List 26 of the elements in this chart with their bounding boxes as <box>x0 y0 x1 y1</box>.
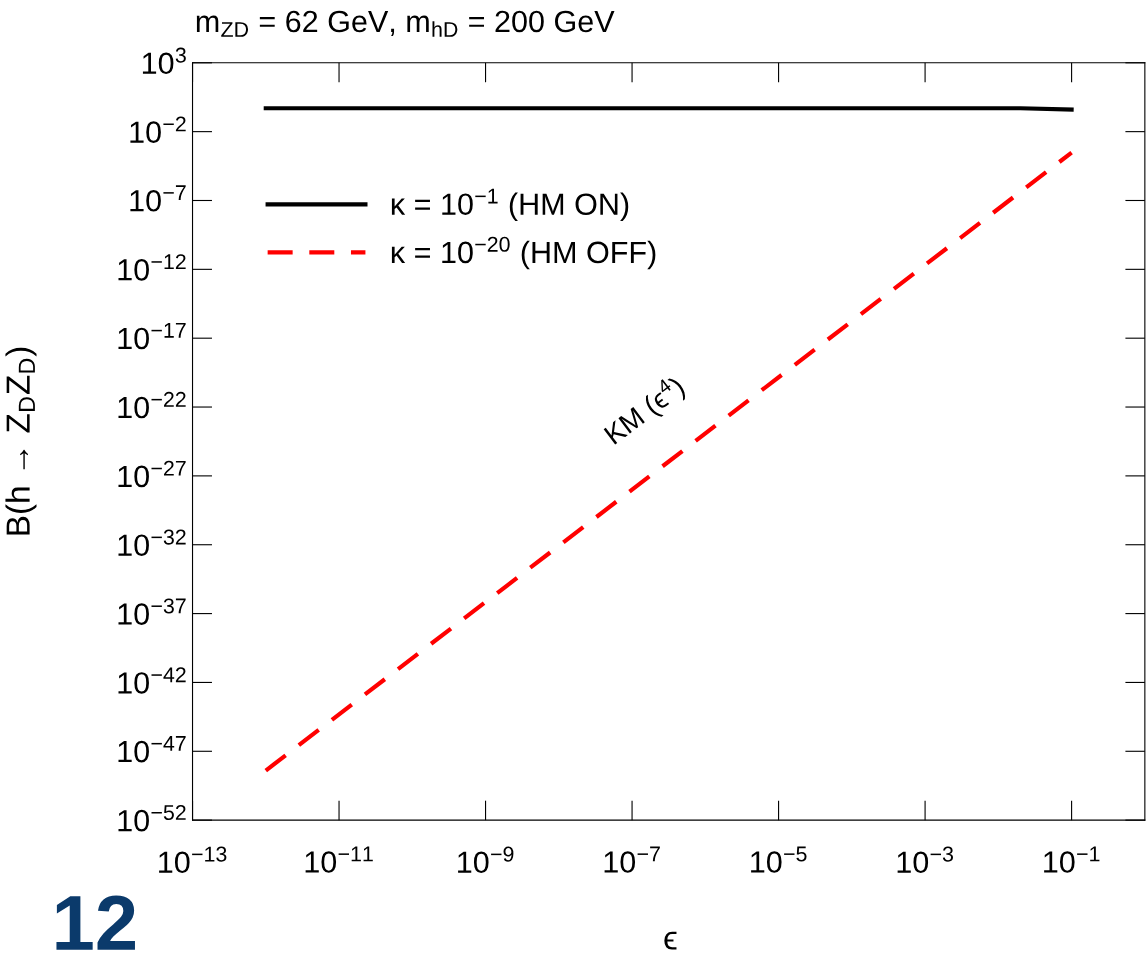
y-tick-label: 10$^{−17}$ <box>118 322 186 350</box>
y-tick-label: 10$^{−32}$ <box>118 529 186 557</box>
x-tick-label: 10$^{−5}$ <box>751 846 807 873</box>
x-tick-label: 10$^{−11}$ <box>305 846 373 873</box>
y-tick-label: 10$^{−37}$ <box>118 598 186 625</box>
legend-label: κ = 10$^{−20}$ (HM OFF) <box>391 236 656 270</box>
y-tick-label: 10$^{−7}$ <box>130 185 186 212</box>
chart-title: m$_{ZD}$ = 62 GeV, m$_{hD}$ = 200 GeV <box>196 10 615 37</box>
y-tick-label: 10$^{−52}$ <box>118 804 186 832</box>
text: 12 <box>56 895 135 950</box>
x-tick-label: 10$^{−1}$ <box>1044 846 1100 873</box>
x-tick-label: 10$^{−13}$ <box>159 846 227 874</box>
annotation: KM (ϵ$^{4}$) <box>600 372 689 450</box>
y-tick-label: 10$^{3}$ <box>142 47 186 75</box>
y-axis-title: B(h → Z$_{D}$Z$_{D}$) <box>5 347 37 535</box>
y-tick-label: 10$^{−42}$ <box>118 667 186 694</box>
y-tick-label: 10$^{−27}$ <box>118 460 186 488</box>
x-tick-label: 10$^{−9}$ <box>458 846 514 874</box>
x-tick-label: 10$^{−7}$ <box>604 846 660 873</box>
y-tick-label: 10$^{−22}$ <box>118 391 186 419</box>
legend-label: κ = 10$^{−1}$ (HM ON) <box>391 188 629 222</box>
y-tick-label: 10$^{−12}$ <box>118 254 186 281</box>
y-tick-label: 10$^{−2}$ <box>130 116 186 143</box>
y-tick-label: 10$^{−47}$ <box>118 736 186 763</box>
x-axis-title: ϵ <box>664 931 677 950</box>
x-tick-label: 10$^{−3}$ <box>897 846 954 874</box>
